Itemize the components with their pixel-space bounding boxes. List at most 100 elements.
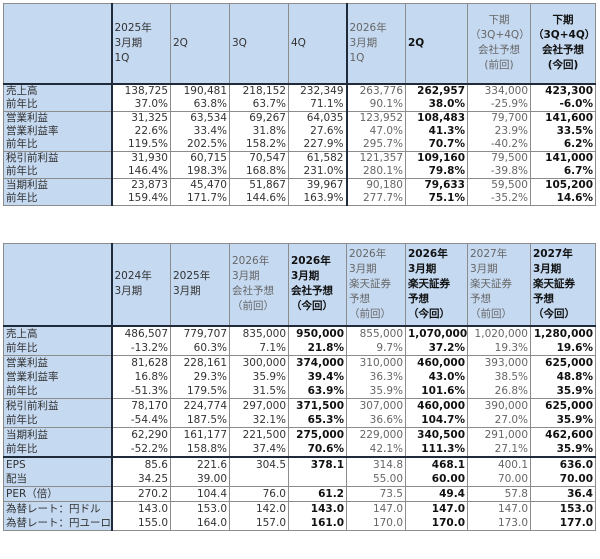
- table-cell: 19.3%: [467, 340, 531, 355]
- table-row: 配当 34.25 39.00 55.00 60.00 70.00 70.00: [3, 471, 596, 486]
- table-cell: 158.8%: [170, 441, 230, 457]
- table-cell: 280.1%: [345, 164, 406, 178]
- table-row: 売上高 486,507 779,707 835,000 950,000 855,000 1,…: [3, 325, 596, 341]
- table-cell: 307,000: [346, 397, 406, 413]
- row-label: 当期利益: [3, 426, 113, 442]
- table-cell: 143.0: [288, 500, 347, 516]
- quarterly-results-table: 2025年 3月期 1Q 2Q 3Q 4Q 2026年 3月期 1Q 2Q 下期 （3Q+…: [3, 3, 596, 206]
- table-cell: 108,483: [405, 110, 468, 125]
- table-row: 前年比 37.0% 63.8% 63.7% 71.1% 90.1% 38.0% -25.9% -…: [3, 97, 596, 111]
- table-cell: 143.0: [111, 500, 171, 516]
- table-cell: 144.6%: [229, 191, 289, 206]
- table-cell: 9.7%: [346, 340, 406, 355]
- row-label: 税引前利益: [3, 150, 113, 165]
- table-cell: 1,020,000: [467, 325, 531, 341]
- table-cell: 90.1%: [345, 97, 406, 111]
- row-label: 前年比: [3, 97, 113, 111]
- header-col: 2Q: [170, 3, 230, 85]
- header-corner: [3, 3, 113, 85]
- header-text: （今回）: [291, 300, 333, 313]
- header-col: 2026年 3月期 楽天証券 予想 （前回）: [346, 243, 406, 327]
- table-row: 営業利益 81,628 228,161 300,000 374,000 310,000 46…: [3, 354, 596, 370]
- table-cell: 63.7%: [229, 97, 289, 111]
- table-cell: 147.0: [467, 500, 531, 516]
- table-cell: 159.4%: [111, 191, 171, 206]
- table-cell: 228,161: [170, 354, 230, 370]
- table-cell: 168.8%: [229, 164, 289, 178]
- table-cell: 104.4: [170, 485, 230, 501]
- table-row: 前年比 -52.2% 158.8% 37.4% 70.6% 42.1% 111.3% 27.1…: [3, 441, 596, 457]
- table-cell: 486,507: [111, 325, 171, 341]
- table-cell: 111.3%: [405, 441, 468, 457]
- header-text: 2Q: [173, 36, 188, 49]
- annual-table-body: 売上高 486,507 779,707 835,000 950,000 855,000 1,…: [3, 325, 596, 531]
- header-text: 4Q: [291, 36, 306, 49]
- table-cell: 62,290: [111, 426, 171, 442]
- header-text: （今回）: [533, 307, 575, 320]
- table-cell: 32.1%: [229, 412, 289, 427]
- table-cell: 60.3%: [170, 340, 230, 355]
- header-text: 楽天証券: [408, 277, 450, 290]
- row-label: 営業利益: [3, 110, 113, 125]
- table-cell: 161.0: [288, 515, 347, 531]
- table-cell: 378.1: [288, 455, 347, 472]
- row-label: 売上高: [3, 325, 113, 341]
- table-cell: 37.4%: [229, 441, 289, 457]
- header-col: 下期 （3Q+4Q） 会社予想 (今回): [530, 3, 596, 85]
- table-cell: 155.0: [111, 515, 171, 531]
- table-row: 為替レート：円ユーロ 155.0 164.0 157.0 161.0 170.0 170.0…: [3, 515, 596, 531]
- table-cell: 1,280,000: [530, 325, 596, 341]
- table-cell: 26.8%: [467, 383, 531, 398]
- table-cell: 138,725: [111, 83, 171, 98]
- header-text: 下期: [552, 14, 574, 27]
- header-col: 3Q: [229, 3, 289, 85]
- table-cell: 231.0%: [288, 164, 347, 178]
- table-cell: 27.1%: [467, 441, 531, 457]
- table-cell: 64,035: [288, 110, 347, 125]
- table-cell: 48.8%: [530, 369, 596, 384]
- table-row: 前年比 -13.2% 60.3% 7.1% 21.8% 9.7% 37.2% 19.3% 19.…: [3, 340, 596, 355]
- table-cell: 85.6: [111, 455, 171, 472]
- row-label: 前年比: [3, 340, 113, 355]
- table-cell: 57.8: [467, 485, 531, 501]
- table-cell: 36.6%: [346, 412, 406, 427]
- table-cell: 75.1%: [405, 191, 468, 206]
- header-text: 3月期: [349, 36, 378, 49]
- table-cell: 36.3%: [346, 369, 406, 384]
- row-label: 前年比: [3, 137, 113, 151]
- table-cell: 61.2: [288, 485, 347, 501]
- header-col: 4Q: [288, 3, 347, 85]
- table-cell: 79,500: [467, 150, 531, 165]
- table-cell: 63.9%: [288, 383, 347, 398]
- table-cell: 190,481: [170, 83, 230, 98]
- table-cell: -35.2%: [467, 191, 531, 206]
- table-cell: 270.2: [111, 485, 171, 501]
- header-col: 2026年 3月期 会社予想 （今回）: [288, 243, 347, 327]
- header-col: 2024年 3月期: [111, 243, 171, 327]
- header-text: 会社予想: [478, 44, 520, 57]
- table-cell: 70.6%: [288, 441, 347, 457]
- table-row: 営業利益率 22.6% 33.4% 31.8% 27.6% 47.0% 41.3% 23.9%…: [3, 124, 596, 138]
- header-col: 2Q: [405, 3, 468, 85]
- table-cell: -40.2%: [467, 137, 531, 151]
- header-text: 3月期: [173, 285, 201, 298]
- table-cell: -25.9%: [467, 97, 531, 111]
- table-cell: 60,715: [170, 150, 230, 165]
- table-cell: 73.5: [346, 485, 406, 501]
- table-cell: 123,952: [345, 110, 406, 125]
- table-cell: 170.0: [346, 515, 406, 531]
- row-label: PER（倍）: [3, 485, 113, 501]
- table-cell: 141,000: [530, 150, 596, 165]
- table-cell: 19.6%: [530, 340, 596, 355]
- table-cell: 163.9%: [288, 191, 347, 206]
- table-cell: 304.5: [229, 455, 289, 472]
- header-text: 予想: [470, 292, 491, 305]
- table-cell: 146.4%: [111, 164, 171, 178]
- table-cell: 81,628: [111, 354, 171, 370]
- table-cell: 232,349: [288, 83, 347, 98]
- table-cell: 6.2%: [530, 137, 596, 151]
- row-label: 前年比: [3, 191, 113, 206]
- header-col: 2026年 3月期 1Q: [345, 3, 406, 85]
- header-text: 2026年: [349, 21, 387, 34]
- table-cell: 104.7%: [405, 412, 468, 427]
